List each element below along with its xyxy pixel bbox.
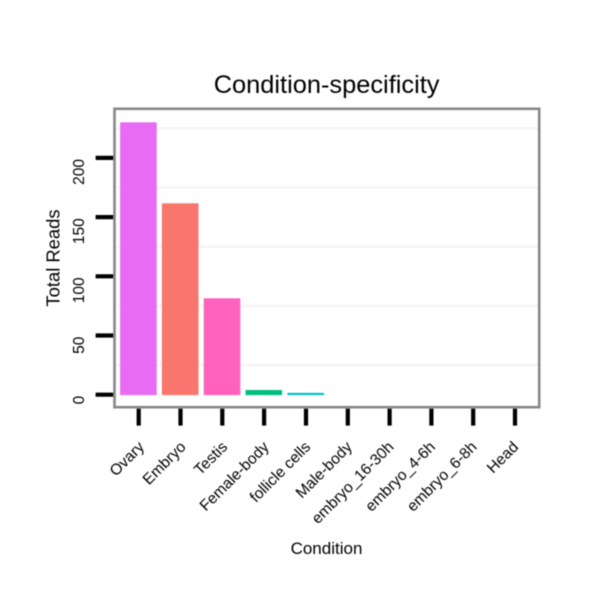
svg-text:150: 150 xyxy=(71,218,88,244)
svg-text:Condition-specificity: Condition-specificity xyxy=(214,71,440,99)
svg-text:Total Reads: Total Reads xyxy=(42,209,63,306)
svg-text:50: 50 xyxy=(71,336,88,354)
svg-text:Condition: Condition xyxy=(291,539,363,558)
svg-text:200: 200 xyxy=(71,159,88,185)
svg-text:100: 100 xyxy=(71,277,88,303)
svg-text:0: 0 xyxy=(71,395,88,404)
